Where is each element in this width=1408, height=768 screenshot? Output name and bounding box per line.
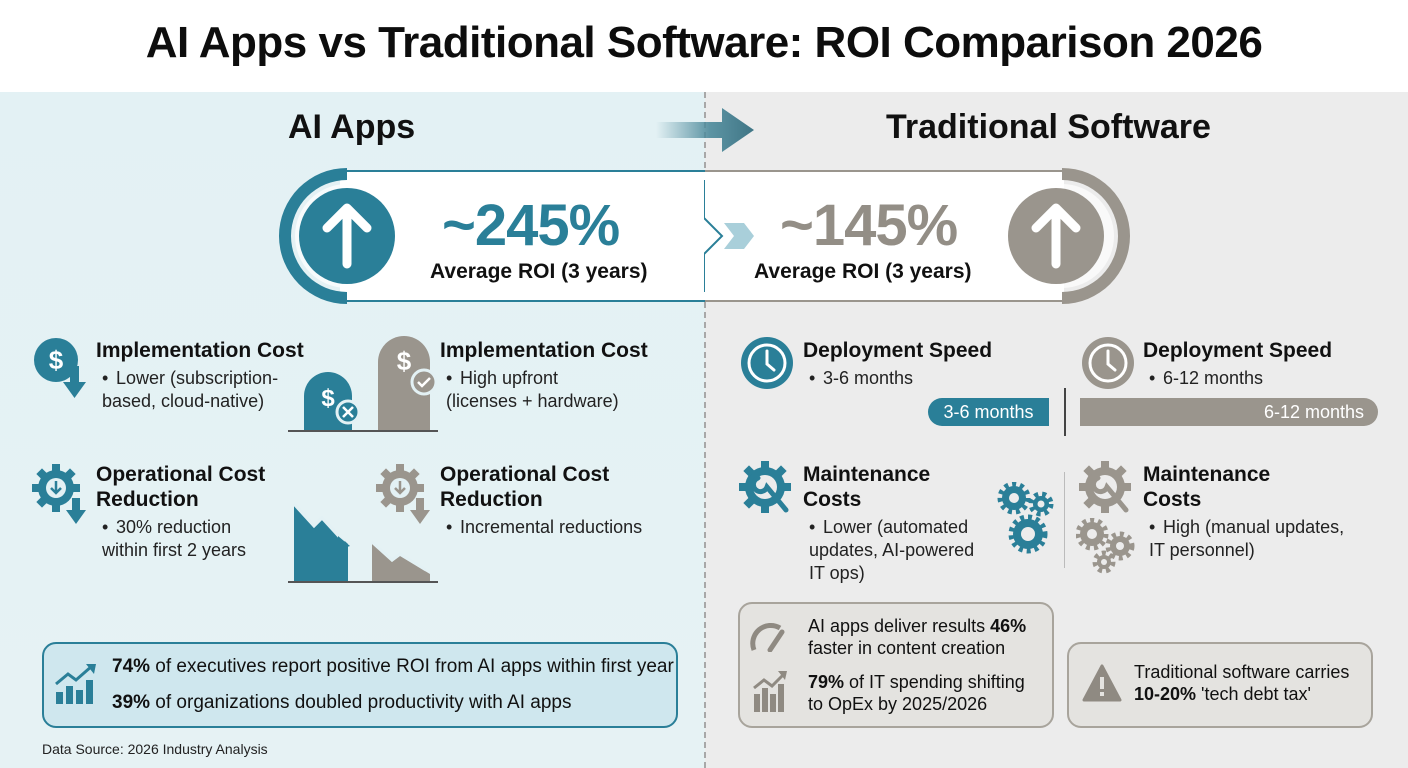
ai-implementation-cost-title: Implementation Cost xyxy=(96,339,304,362)
traditional-roi-arrow-up-icon xyxy=(1008,168,1130,304)
traditional-operational-title-1: Operational Cost xyxy=(440,463,610,486)
gears-cluster-icon xyxy=(997,482,1054,554)
ai-stat-executives-value: 74% xyxy=(112,656,151,677)
ai-stat-productivity-value: 39% xyxy=(112,692,151,713)
ai-operational-bullet-2: within first 2 years xyxy=(102,540,247,560)
ai-operational-title-2: Reduction xyxy=(96,488,199,511)
ai-deployment-speed: Deployment Speed • 3-6 months xyxy=(803,339,993,388)
ai-stat-executives: 74% of executives report positive ROI fr… xyxy=(112,656,674,677)
ai-deployment-title: Deployment Speed xyxy=(803,339,993,362)
tech-debt-line1: Traditional software carries xyxy=(1134,662,1350,682)
ai-apps-heading: AI Apps xyxy=(288,108,416,146)
svg-text:$: $ xyxy=(49,345,64,375)
traditional-maintenance-costs: Maintenance Costs • High (manual updates,… xyxy=(1143,463,1345,560)
dollar-down-icon: $ xyxy=(34,338,86,398)
traditional-roi-label: Average ROI (3 years) xyxy=(754,260,972,283)
ai-roi-label: Average ROI (3 years) xyxy=(430,260,648,283)
speedometer-icon xyxy=(750,622,785,652)
ai-maintenance-bullet-2: updates, AI-powered xyxy=(809,540,975,560)
cost-decline-illustration xyxy=(288,502,438,583)
gear-down-icon-traditional xyxy=(376,464,430,524)
traditional-deployment-bar: 6-12 months xyxy=(1080,398,1378,426)
ai-stat-productivity: 39% of organizations doubled productivit… xyxy=(112,692,572,713)
opex-line1: 79% of IT spending shifting xyxy=(808,672,1025,692)
gear-wrench-icon-traditional xyxy=(1079,461,1131,513)
ai-roi-arrow-up-icon xyxy=(279,168,399,304)
traditional-operational-bullet: Incremental reductions xyxy=(460,517,643,537)
ai-operational-cost: Operational Cost Reduction • 30% reductio… xyxy=(96,463,266,560)
ai-maintenance-title-2: Costs xyxy=(803,488,862,511)
traditional-maintenance-bullet-1: High (manual updates, xyxy=(1163,517,1345,537)
tech-debt-line2: 10-20% 'tech debt tax' xyxy=(1134,684,1311,704)
traditional-operational-title-2: Reduction xyxy=(440,488,543,511)
traditional-implementation-cost-title: Implementation Cost xyxy=(440,339,648,362)
deployment-bar-divider xyxy=(1064,388,1066,436)
ai-speed-line1: AI apps deliver results 46% xyxy=(808,616,1027,636)
ai-deployment-bullet: 3-6 months xyxy=(823,368,914,388)
traditional-maintenance-title-1: Maintenance xyxy=(1143,463,1271,486)
page-title: AI Apps vs Traditional Software: ROI Com… xyxy=(145,18,1263,67)
ai-maintenance-bullet-3: IT ops) xyxy=(809,563,865,583)
cost-comparison-illustration: $ $ xyxy=(288,336,438,432)
roi-chevron-icon xyxy=(704,180,754,292)
ai-maintenance-title-1: Maintenance xyxy=(803,463,931,486)
ai-roi-value: ~245% xyxy=(442,193,620,258)
clock-icon xyxy=(741,337,793,389)
svg-text:$: $ xyxy=(397,346,412,376)
warning-icon xyxy=(1082,664,1122,702)
traditional-implementation-bullet-1: High upfront xyxy=(460,368,559,388)
traditional-implementation-bullet-2: (licenses + hardware) xyxy=(446,391,619,411)
svg-text:$: $ xyxy=(321,385,335,412)
opex-line2: to OpEx by 2025/2026 xyxy=(808,694,988,714)
traditional-maintenance-bullet-2: IT personnel) xyxy=(1149,540,1255,560)
ai-operational-title-1: Operational Cost xyxy=(96,463,266,486)
gear-wrench-icon xyxy=(739,461,791,513)
ai-operational-bullet-1: 30% reduction xyxy=(116,517,232,537)
traditional-deployment-bullet: 6-12 months xyxy=(1163,368,1264,388)
roi-banner-traditional xyxy=(705,170,1064,302)
gear-down-icon xyxy=(32,464,86,524)
traditional-software-heading: Traditional Software xyxy=(886,108,1211,146)
traditional-implementation-cost: Implementation Cost • High upfront (licen… xyxy=(440,339,648,411)
traditional-maintenance-title-2: Costs xyxy=(1143,488,1202,511)
gears-cluster-icon-traditional xyxy=(1076,518,1135,574)
ai-implementation-bullet-2: based, cloud-native) xyxy=(102,391,265,411)
comparison-arrow-icon xyxy=(656,108,754,152)
center-divider xyxy=(704,92,706,768)
ai-speed-stats-box xyxy=(738,602,1054,728)
growth-chart-icon-gray xyxy=(753,671,787,712)
data-source: Data Source: 2026 Industry Analysis xyxy=(42,741,268,757)
clock-icon-traditional xyxy=(1082,337,1134,389)
traditional-roi-value: ~145% xyxy=(780,193,958,258)
maintenance-divider xyxy=(1064,472,1065,568)
roi-banner xyxy=(340,170,1064,302)
traditional-operational-cost: Operational Cost Reduction • Incremental … xyxy=(440,463,643,537)
growth-chart-icon xyxy=(55,664,96,704)
traditional-deployment-title: Deployment Speed xyxy=(1143,339,1333,362)
ai-maintenance-bullet-1: Lower (automated xyxy=(823,517,969,537)
ai-deployment-bar: 3-6 months xyxy=(928,398,1049,426)
ai-stats-box xyxy=(42,642,678,728)
ai-maintenance-costs: Maintenance Costs • Lower (automated upda… xyxy=(803,463,975,583)
traditional-deployment-speed: Deployment Speed • 6-12 months xyxy=(1143,339,1333,388)
ai-implementation-bullet-1: Lower (subscription- xyxy=(116,368,279,388)
tech-debt-stats-box xyxy=(1067,642,1373,728)
ai-speed-line2: faster in content creation xyxy=(808,638,1006,658)
ai-implementation-cost: Implementation Cost • Lower (subscription… xyxy=(96,339,304,411)
